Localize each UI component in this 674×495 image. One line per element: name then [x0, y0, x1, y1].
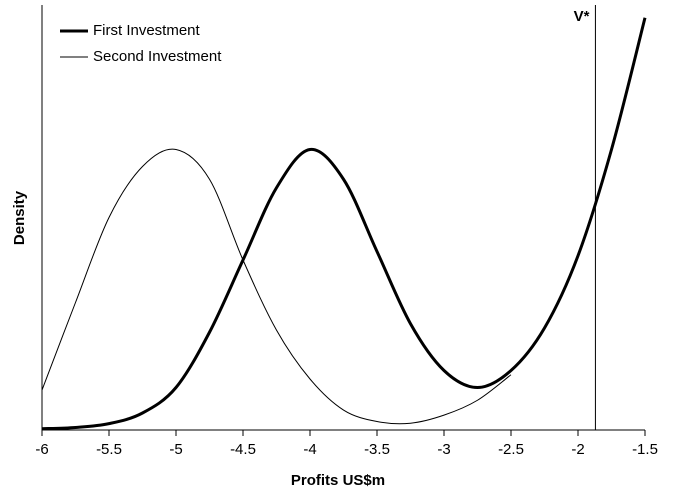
x-tick-label: -5.5 — [96, 441, 122, 458]
x-tick-label: -4 — [303, 441, 316, 458]
reference-label: V* — [574, 8, 590, 25]
x-tick-label: -2 — [571, 441, 584, 458]
y-axis-label: Density — [11, 190, 28, 245]
x-tick-label: -5 — [169, 441, 182, 458]
series-line — [41, 17, 647, 431]
legend-label: Second Investment — [93, 48, 222, 65]
legend-label: First Investment — [93, 22, 201, 39]
x-tick-label: -6 — [35, 441, 48, 458]
x-axis-label: Profits US$m — [291, 472, 385, 489]
x-tick-label: -3 — [437, 441, 450, 458]
x-tick-label: -1.5 — [632, 441, 658, 458]
x-tick-label: -3.5 — [364, 441, 390, 458]
x-tick-label: -4.5 — [230, 441, 256, 458]
series-line — [41, 148, 512, 425]
x-tick-label: -2.5 — [498, 441, 524, 458]
